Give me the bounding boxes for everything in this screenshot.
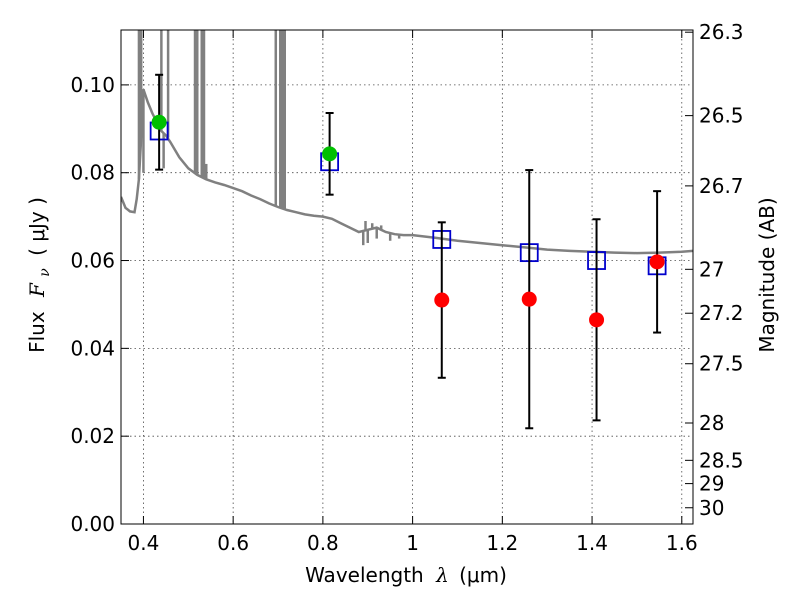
y-tick-label: 0.06 [70, 249, 115, 273]
x-tick-label: 1 [406, 531, 419, 555]
y2-tick-label: 26.3 [699, 20, 744, 44]
y-tick-label: 0.00 [70, 512, 115, 536]
x-tick-label: 0.6 [217, 531, 249, 555]
y-axis-label: Flux F ν ( μJy ) [25, 197, 54, 353]
y2-tick-label: 27.5 [699, 352, 744, 376]
observed-flux-point [521, 291, 537, 307]
observed-flux-point [589, 312, 605, 328]
data-points [149, 73, 667, 430]
y2-tick-label: 30 [699, 496, 724, 520]
y2-tick-label: 27.2 [699, 301, 744, 325]
x-tick-label: 0.4 [128, 531, 160, 555]
y2-tick-label: 28 [699, 411, 724, 435]
axis-ticks [121, 30, 693, 525]
tick-labels: 0.4 0.6 0.8 1 1.2 1.4 1.6 0.00 0.02 0.04 0.06 0.08 0… [70, 20, 743, 555]
y2-tick-label: 29 [699, 472, 724, 496]
y-tick-label: 0.10 [70, 73, 115, 97]
observed-flux-point [151, 114, 167, 130]
model-spectrum-line [121, 88, 693, 255]
y-tick-label: 0.08 [70, 161, 115, 185]
absorption-features [137, 30, 401, 246]
model-spectrum [121, 88, 693, 255]
observed-flux-point [649, 254, 665, 270]
x-axis-label: Wavelength λ (μm) [305, 563, 507, 587]
x-tick-label: 0.8 [307, 531, 339, 555]
x-tick-label: 1.4 [576, 531, 608, 555]
x-tick-label: 1.2 [486, 531, 518, 555]
y2-tick-label: 26.5 [699, 104, 744, 128]
y2-tick-label: 27 [699, 257, 724, 281]
observed-flux-point [322, 146, 338, 162]
grid-lines [121, 30, 693, 525]
y-tick-label: 0.04 [70, 336, 115, 360]
y-tick-label: 0.02 [70, 424, 115, 448]
observed-flux-point [434, 292, 450, 308]
y2-axis-label: Magnitude (AB) [755, 197, 779, 352]
x-tick-label: 1.6 [666, 531, 698, 555]
y2-tick-label: 26.7 [699, 174, 744, 198]
plot-frame [120, 29, 694, 525]
y2-tick-label: 28.5 [699, 448, 744, 472]
